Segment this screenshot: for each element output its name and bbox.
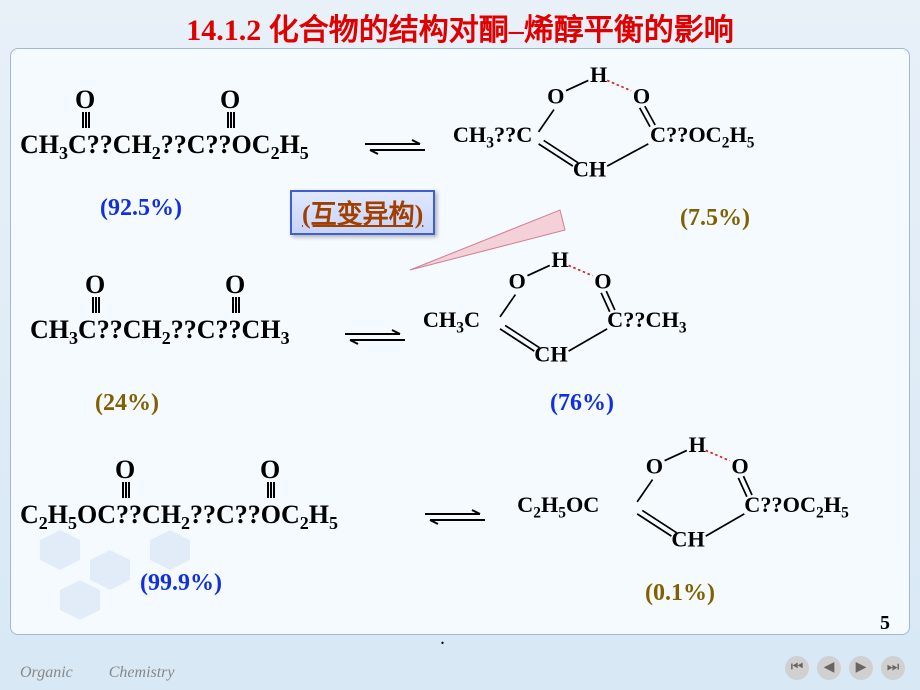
keto-percent: (24%) [95,390,159,417]
hydrogen-label: H [590,62,607,87]
svg-text:CH: CH [671,526,704,551]
svg-text:C2H5OC: C2H5OC [517,492,599,521]
page-number: 5 [880,612,890,635]
keto-formula: C2H5OC??CH2??C??OC2H5 [20,500,338,534]
svg-text:C??CH3: C??CH3 [607,307,687,336]
oxygen-label: O [115,455,135,485]
double-bond [230,112,232,128]
svg-text:CH: CH [534,341,567,366]
enol-percent: (0.1%) [645,580,715,607]
oxygen-label: O [85,270,105,300]
tautomerism-callout: (互变异构) [290,190,435,235]
slide-title: 14.1.2 化合物的结构对酮–烯醇平衡的影响 [0,5,920,49]
double-bond [235,297,237,313]
svg-text:O: O [731,454,748,479]
nav-controls: ⏮ ◀ ▶ ⏭ [781,656,905,680]
nav-next-button[interactable]: ▶ [849,656,873,680]
ch-label: CH [573,156,606,181]
oxygen-label: O [75,85,95,115]
oxygen-label: O [260,455,280,485]
double-bond [125,482,127,498]
enol-percent: (76%) [550,390,614,417]
oxygen-label: O [547,84,564,109]
keto-formula: CH3C??CH2??C??CH3 [30,315,290,349]
nav-last-button[interactable]: ⏭ [881,656,905,680]
svg-text:H: H [689,432,706,457]
svg-text:O: O [509,269,526,294]
center-dot: . [440,627,445,650]
keto-formula: CH3C??CH2??C??OC2H5 [20,130,309,164]
nav-prev-button[interactable]: ◀ [817,656,841,680]
double-bond [270,482,272,498]
svg-text:O: O [594,269,611,294]
nav-first-button[interactable]: ⏮ [785,656,809,680]
oxygen-label: O [225,270,245,300]
svg-text:C??OC2H5: C??OC2H5 [744,492,849,521]
enol-percent: (7.5%) [680,205,750,232]
oxygen-label: O [633,84,650,109]
oxygen-label: O [220,85,240,115]
equilibrium-arrow [420,505,490,529]
keto-percent: (92.5%) [100,195,182,222]
svg-text:CH3C: CH3C [423,307,480,336]
svg-text:CH3??C: CH3??C [453,122,532,151]
enol-structure: C2H5OC O H O C??OC2H5 CH [500,435,860,555]
equilibrium-arrow [340,325,410,349]
svg-text:O: O [646,454,663,479]
footer-text: Organic Chemistry [20,664,175,682]
double-bond [85,112,87,128]
double-bond [95,297,97,313]
keto-percent: (99.9%) [140,570,222,597]
enol-structure: CH3C O H O C??CH3 CH [420,250,700,370]
svg-text:C??OC2H5: C??OC2H5 [650,122,755,151]
svg-text:H: H [551,247,568,272]
